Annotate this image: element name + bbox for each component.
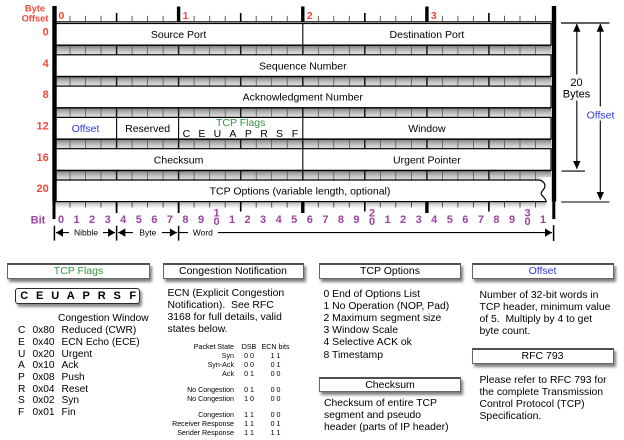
svg-text:Bytes: Bytes xyxy=(563,89,591,101)
svg-text:9: 9 xyxy=(509,214,515,226)
svg-text:0: 0 xyxy=(58,214,64,226)
svg-text:20: 20 xyxy=(37,183,49,195)
svg-text:8: 8 xyxy=(338,214,344,226)
svg-text:Offset: Offset xyxy=(22,13,49,23)
svg-text:9: 9 xyxy=(353,214,359,226)
svg-text:Checksum: Checksum xyxy=(154,154,204,166)
svg-text:8: 8 xyxy=(182,214,188,226)
svg-text:F: F xyxy=(292,128,298,140)
svg-text:Sequence Number: Sequence Number xyxy=(259,60,347,72)
svg-text:TCP Options (variable length,: TCP Options (variable length, optional) xyxy=(210,186,391,198)
svg-text:6: 6 xyxy=(151,214,157,226)
svg-text:Byte: Byte xyxy=(139,228,156,238)
svg-text:3: 3 xyxy=(416,214,422,226)
svg-text:20: 20 xyxy=(570,77,582,89)
svg-text:5: 5 xyxy=(291,214,297,226)
svg-text:1: 1 xyxy=(213,207,219,219)
svg-text:7: 7 xyxy=(167,214,173,226)
svg-text:2: 2 xyxy=(400,214,406,226)
svg-text:2: 2 xyxy=(89,214,95,226)
svg-text:Destination Port: Destination Port xyxy=(390,29,465,41)
svg-text:8: 8 xyxy=(43,89,49,101)
svg-text:7: 7 xyxy=(322,214,328,226)
svg-text:5: 5 xyxy=(447,214,453,226)
svg-text:Bit: Bit xyxy=(31,214,46,226)
svg-text:Source Port: Source Port xyxy=(151,29,207,41)
svg-text:7: 7 xyxy=(478,214,484,226)
svg-text:12: 12 xyxy=(37,121,49,133)
svg-text:TCP Flags: TCP Flags xyxy=(216,117,265,129)
svg-text:E: E xyxy=(198,128,205,140)
svg-text:R: R xyxy=(260,128,268,140)
svg-text:A: A xyxy=(229,128,236,140)
svg-text:S: S xyxy=(276,128,283,140)
svg-text:Offset: Offset xyxy=(72,123,100,135)
svg-text:16: 16 xyxy=(37,152,49,164)
svg-text:2: 2 xyxy=(307,10,313,22)
svg-text:4: 4 xyxy=(276,214,283,226)
svg-text:3: 3 xyxy=(524,207,530,219)
svg-text:3: 3 xyxy=(431,10,437,22)
svg-text:0: 0 xyxy=(59,10,65,22)
svg-text:1: 1 xyxy=(385,214,391,226)
svg-text:8: 8 xyxy=(493,214,499,226)
svg-text:9: 9 xyxy=(198,214,204,226)
svg-text:0: 0 xyxy=(524,216,530,228)
svg-text:6: 6 xyxy=(307,214,313,226)
svg-text:Word: Word xyxy=(193,228,213,238)
svg-text:2: 2 xyxy=(245,214,251,226)
svg-text:Urgent Pointer: Urgent Pointer xyxy=(393,154,461,166)
svg-text:2: 2 xyxy=(369,207,375,219)
svg-text:Acknowledgment Number: Acknowledgment Number xyxy=(243,92,364,104)
svg-text:U: U xyxy=(214,128,222,140)
svg-text:4: 4 xyxy=(431,214,438,226)
svg-text:P: P xyxy=(245,128,252,140)
svg-text:4: 4 xyxy=(43,58,50,70)
svg-text:Nibble: Nibble xyxy=(74,228,98,238)
svg-text:0: 0 xyxy=(369,216,375,228)
svg-text:1: 1 xyxy=(540,214,546,226)
svg-text:C: C xyxy=(183,128,191,140)
svg-text:4: 4 xyxy=(120,214,127,226)
svg-text:3: 3 xyxy=(260,214,266,226)
svg-text:0: 0 xyxy=(43,27,49,39)
svg-text:1: 1 xyxy=(73,214,79,226)
svg-text:6: 6 xyxy=(462,214,468,226)
svg-text:3: 3 xyxy=(105,214,111,226)
svg-text:0: 0 xyxy=(213,216,219,228)
svg-text:Window: Window xyxy=(408,123,446,135)
svg-text:Byte: Byte xyxy=(25,4,45,14)
svg-text:Reserved: Reserved xyxy=(125,123,170,135)
svg-text:1: 1 xyxy=(183,10,189,22)
svg-text:5: 5 xyxy=(136,214,142,226)
svg-text:1: 1 xyxy=(229,214,235,226)
svg-text:Offset: Offset xyxy=(587,109,615,121)
